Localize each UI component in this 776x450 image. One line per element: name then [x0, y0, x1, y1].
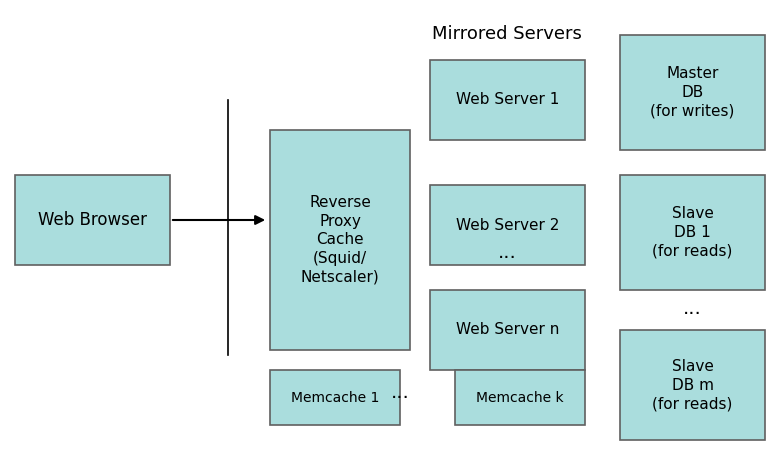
FancyBboxPatch shape: [620, 35, 765, 150]
Text: Master
DB
(for writes): Master DB (for writes): [650, 67, 735, 119]
FancyBboxPatch shape: [270, 370, 400, 425]
Text: Reverse
Proxy
Cache
(Squid/
Netscaler): Reverse Proxy Cache (Squid/ Netscaler): [300, 195, 379, 285]
Text: Memcache k: Memcache k: [476, 391, 564, 405]
FancyBboxPatch shape: [620, 330, 765, 440]
FancyBboxPatch shape: [430, 60, 585, 140]
Text: Web Browser: Web Browser: [38, 211, 147, 229]
FancyBboxPatch shape: [430, 185, 585, 265]
Text: ...: ...: [497, 243, 516, 261]
Text: Web Server 1: Web Server 1: [456, 93, 559, 108]
FancyBboxPatch shape: [455, 370, 585, 425]
Text: Web Server 2: Web Server 2: [456, 217, 559, 233]
Text: Slave
DB m
(for reads): Slave DB m (for reads): [653, 359, 733, 411]
Text: ...: ...: [390, 382, 410, 401]
Text: Slave
DB 1
(for reads): Slave DB 1 (for reads): [653, 207, 733, 259]
Text: ...: ...: [683, 298, 702, 318]
Text: Web Server n: Web Server n: [456, 323, 559, 338]
FancyBboxPatch shape: [620, 175, 765, 290]
Text: Mirrored Servers: Mirrored Servers: [432, 25, 582, 43]
FancyBboxPatch shape: [430, 290, 585, 370]
FancyBboxPatch shape: [15, 175, 170, 265]
FancyBboxPatch shape: [270, 130, 410, 350]
Text: Memcache 1: Memcache 1: [291, 391, 379, 405]
